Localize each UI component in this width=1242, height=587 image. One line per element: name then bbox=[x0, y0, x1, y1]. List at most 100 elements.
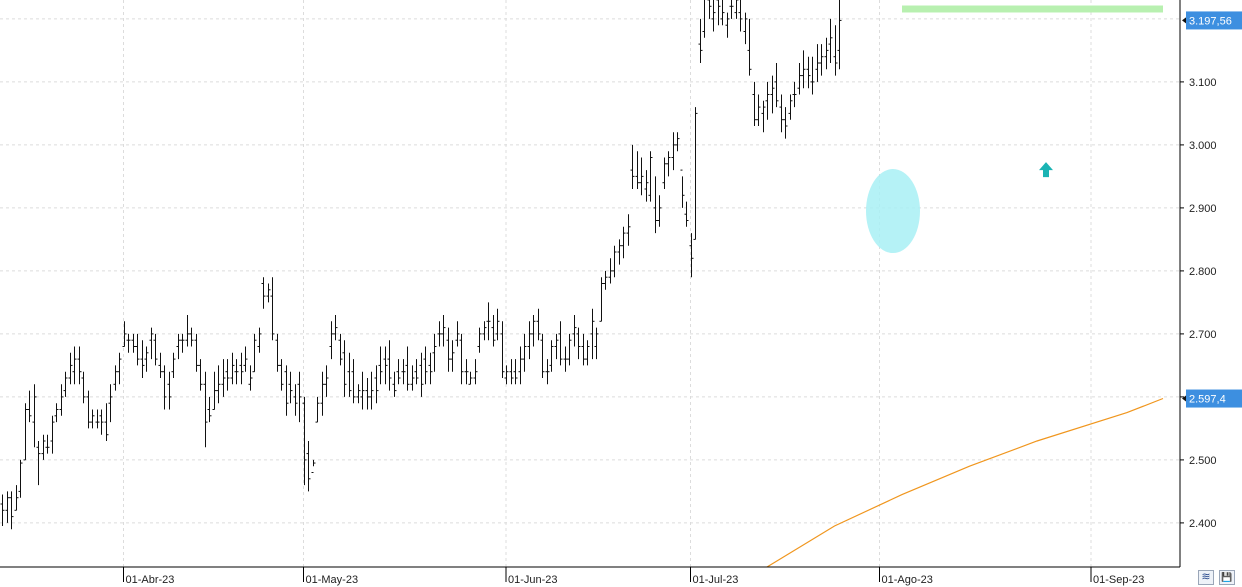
ohlc-bar bbox=[72, 346, 77, 385]
ohlc-bar bbox=[450, 340, 455, 372]
ohlc-bar bbox=[347, 352, 352, 397]
ohlc-bar bbox=[540, 333, 545, 378]
ohlc-bar bbox=[167, 371, 172, 410]
ohlc-bar bbox=[518, 346, 523, 385]
up-arrow-icon bbox=[1039, 162, 1053, 178]
ohlc-bar bbox=[581, 333, 586, 366]
ohlc-bar bbox=[707, 0, 712, 19]
ohlc-bar bbox=[612, 245, 617, 278]
ma-value-badge-pointer bbox=[1182, 395, 1186, 402]
ohlc-bar bbox=[441, 315, 446, 347]
ohlc-bar bbox=[536, 308, 541, 341]
ohlc-bar bbox=[158, 352, 163, 378]
ohlc-bar bbox=[171, 352, 176, 378]
ohlc-bar bbox=[86, 390, 91, 429]
ohlc-bar bbox=[225, 359, 230, 391]
ohlc-bar bbox=[720, 0, 725, 26]
ohlc-bar bbox=[203, 371, 208, 448]
ohlc-bar bbox=[414, 359, 419, 385]
ohlc-bar bbox=[815, 44, 820, 82]
ohlc-bar bbox=[50, 415, 55, 454]
ohlc-bar bbox=[527, 321, 532, 360]
ohlc-bar bbox=[563, 346, 568, 372]
ohlc-bar bbox=[405, 346, 410, 391]
ohlc-bar bbox=[279, 359, 284, 391]
x-tick-label: 01-Sep-23 bbox=[1093, 574, 1144, 586]
ohlc-bar bbox=[176, 333, 181, 360]
ohlc-bar bbox=[684, 201, 689, 227]
ohlc-bar bbox=[680, 169, 685, 208]
ohlc-bar bbox=[671, 132, 676, 171]
ohlc-bar bbox=[180, 333, 185, 353]
x-tick-label: 01-Abr-23 bbox=[126, 574, 175, 586]
ohlc-bar bbox=[297, 371, 302, 423]
ohlc-bar bbox=[54, 403, 59, 423]
ohlc-bar bbox=[756, 94, 761, 126]
ohlc-bar bbox=[122, 321, 127, 347]
ohlc-bar bbox=[788, 94, 793, 120]
ohlc-bar bbox=[221, 359, 226, 397]
ma-value-badge-bg bbox=[1186, 389, 1242, 408]
ohlc-bar bbox=[806, 56, 811, 89]
ohlc-bar bbox=[495, 308, 500, 341]
ohlc-bar bbox=[837, 0, 842, 70]
ohlc-bar bbox=[770, 75, 775, 114]
ohlc-bar bbox=[653, 176, 658, 234]
ohlc-bar bbox=[14, 485, 19, 511]
plot-background bbox=[0, 0, 1180, 567]
ohlc-bar bbox=[194, 333, 199, 372]
ohlc-bar bbox=[68, 352, 73, 385]
ohlc-bar bbox=[333, 315, 338, 341]
ohlc-bar bbox=[590, 308, 595, 360]
ohlc-bar bbox=[594, 327, 599, 360]
ohlc-bar bbox=[185, 315, 190, 347]
ohlc-bar bbox=[63, 371, 68, 397]
ohlc-bar bbox=[711, 0, 716, 32]
ohlc-bar bbox=[99, 409, 104, 435]
ohlc-bar bbox=[23, 403, 28, 461]
ohlc-bar bbox=[734, 0, 739, 19]
ohlc-bar bbox=[252, 333, 257, 373]
ohlc-bar bbox=[392, 371, 397, 397]
ohlc-bar bbox=[486, 302, 491, 341]
ohlc-bar bbox=[162, 365, 167, 410]
ohlc-bar bbox=[374, 365, 379, 404]
ohlc-bar bbox=[459, 333, 464, 385]
ohlc-bar bbox=[198, 359, 203, 391]
ohlc-bars bbox=[0, 0, 842, 530]
ohlc-bar bbox=[455, 321, 460, 347]
gridlines bbox=[0, 0, 1180, 567]
y-tick-label: 2.400 bbox=[1189, 518, 1217, 530]
save-button[interactable]: 💾 bbox=[1219, 570, 1235, 585]
ohlc-bar bbox=[378, 346, 383, 385]
last-price-badge-label: 3.197,56 bbox=[1189, 15, 1232, 27]
ohlc-bar bbox=[774, 63, 779, 108]
ohlc-bar bbox=[117, 352, 122, 385]
ohlc-bar bbox=[738, 0, 743, 32]
ohlc-bar bbox=[207, 396, 212, 423]
ohlc-bar bbox=[212, 371, 217, 410]
y-tick-label: 2.900 bbox=[1189, 203, 1217, 215]
ohlc-bar bbox=[572, 315, 577, 347]
ma-value-badge-label: 2.597,4 bbox=[1189, 394, 1226, 406]
ohlc-bar bbox=[108, 384, 113, 423]
ohlc-bar bbox=[783, 107, 788, 139]
ohlc-bar bbox=[369, 371, 374, 410]
indicator-toggle-button[interactable]: ≋ bbox=[1198, 570, 1214, 585]
ohlc-bar bbox=[743, 12, 748, 45]
ohlc-bar bbox=[464, 359, 469, 385]
ohlc-bar bbox=[81, 371, 86, 404]
ohlc-bar bbox=[5, 491, 10, 523]
ohlc-bar bbox=[230, 352, 235, 385]
ohlc-bar bbox=[747, 18, 752, 76]
ohlc-bar bbox=[657, 195, 662, 227]
ohlc-bar bbox=[477, 327, 482, 353]
ohlc-bar bbox=[621, 226, 626, 259]
ohlc-bar bbox=[135, 333, 140, 366]
ohlc-bar bbox=[243, 346, 248, 372]
ohlc-bar bbox=[266, 283, 271, 303]
ohlc-bar bbox=[761, 100, 766, 133]
ohlc-bar bbox=[302, 396, 307, 486]
